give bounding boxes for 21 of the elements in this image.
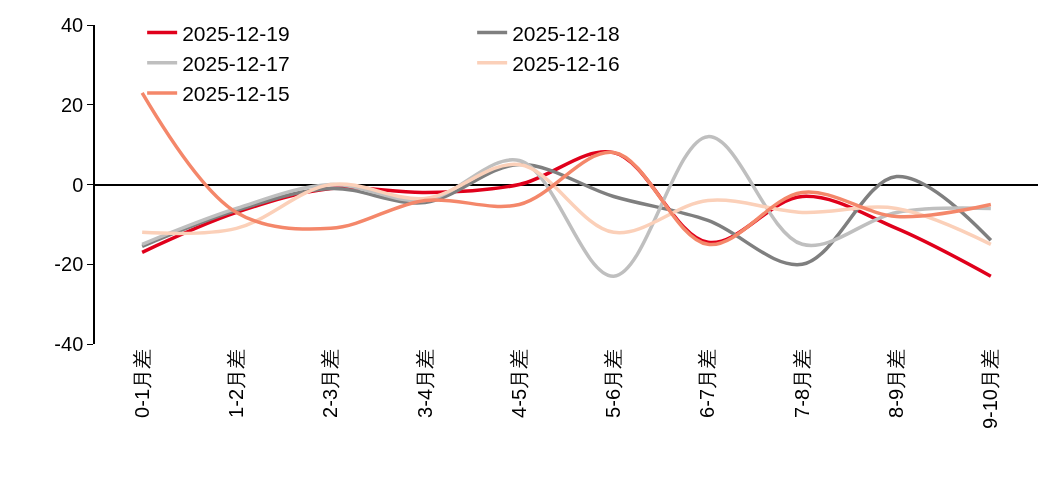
y-tick-label: -20 (54, 253, 84, 276)
x-tick-label: 9-10月差 (979, 349, 1002, 430)
legend-label: 2025-12-16 (512, 51, 620, 75)
x-tick-label: 0-1月差 (130, 349, 153, 418)
line-series (140, 162, 993, 247)
x-tick-label: 1-2月差 (224, 349, 247, 418)
y-tick-label: 20 (61, 93, 84, 116)
x-tick-label: 8-9月差 (885, 349, 908, 418)
legend-label: 2025-12-15 (182, 82, 290, 106)
x-tick-label: 4-5月差 (507, 349, 530, 418)
x-tick-label: 5-6月差 (602, 349, 625, 418)
legend-label: 2025-12-19 (182, 21, 290, 45)
legend-label: 2025-12-17 (182, 51, 290, 75)
x-tick-label: 3-4月差 (413, 349, 436, 418)
y-tick-label: 0 (72, 173, 84, 196)
y-tick-label: -40 (54, 333, 84, 355)
x-tick-label: 7-8月差 (790, 349, 813, 418)
x-tick-label: 6-7月差 (696, 349, 719, 418)
y-tick-label: 40 (61, 14, 84, 36)
legend-label: 2025-12-18 (512, 21, 620, 45)
x-tick-label: 2-3月差 (319, 349, 342, 418)
